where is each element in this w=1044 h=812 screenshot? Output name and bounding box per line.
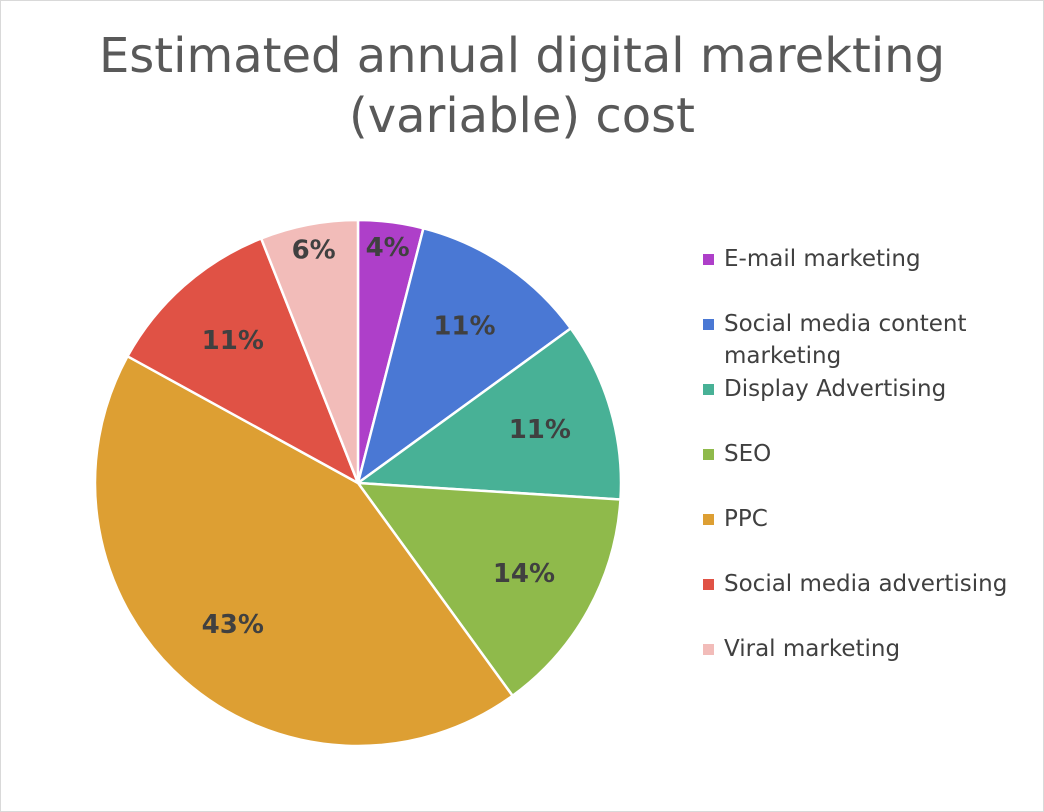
- legend-label: Social media content marketing: [724, 311, 967, 369]
- data-label-social-media-advertising: 11%: [202, 326, 264, 356]
- legend-item: SEO: [703, 438, 1033, 470]
- data-label-display-advertising: 11%: [509, 415, 571, 445]
- legend-swatch: [703, 644, 714, 655]
- data-label-viral-marketing: 6%: [292, 235, 336, 265]
- chart-title-line-2: (variable) cost: [349, 88, 695, 144]
- chart-title-line-1: Estimated annual digital marekting: [98, 28, 946, 84]
- data-label-social-media-content-marketing: 11%: [433, 311, 495, 341]
- pie-slice-viral-marketing: [259, 218, 360, 484]
- data-label-seo: 14%: [493, 559, 555, 589]
- legend-item: Viral marketing: [703, 633, 1033, 665]
- legend-item: PPC: [703, 503, 1033, 535]
- legend-label: Viral marketing: [724, 636, 901, 662]
- legend-swatch: [703, 514, 714, 525]
- legend-swatch: [703, 579, 714, 590]
- legend-swatch: [703, 319, 714, 330]
- data-label-e-mail-marketing: 4%: [366, 233, 410, 263]
- legend-item: E-mail marketing: [703, 243, 1033, 275]
- legend-item: Social media advertising: [703, 568, 1033, 600]
- legend-label: E-mail marketing: [724, 246, 921, 272]
- pie-data-labels: 4% 11% 11% 14% 43% 11% 6%: [202, 233, 571, 640]
- legend-swatch: [703, 449, 714, 460]
- legend-label: Display Advertising: [724, 376, 947, 402]
- legend-label: Social media advertising: [724, 571, 1008, 597]
- pie-slice-seo: [355, 481, 622, 698]
- legend-label: SEO: [724, 441, 772, 467]
- pie-slices: [93, 218, 623, 748]
- legend-item: Social media content marketing: [703, 308, 1033, 372]
- pie-slice-display-advertising: [354, 326, 623, 501]
- legend-swatch: [703, 254, 714, 265]
- legend-label: PPC: [724, 506, 768, 532]
- pie-slice-social-media-content-marketing: [355, 226, 573, 487]
- legend-swatch: [703, 384, 714, 395]
- pie-slice-social-media-advertising: [125, 236, 361, 486]
- legend-item: Display Advertising: [703, 373, 1033, 405]
- chart-title: Estimated annual digital marekting (vari…: [0, 26, 1044, 146]
- pie-slice-ppc: [93, 354, 515, 748]
- data-label-ppc: 43%: [202, 610, 264, 640]
